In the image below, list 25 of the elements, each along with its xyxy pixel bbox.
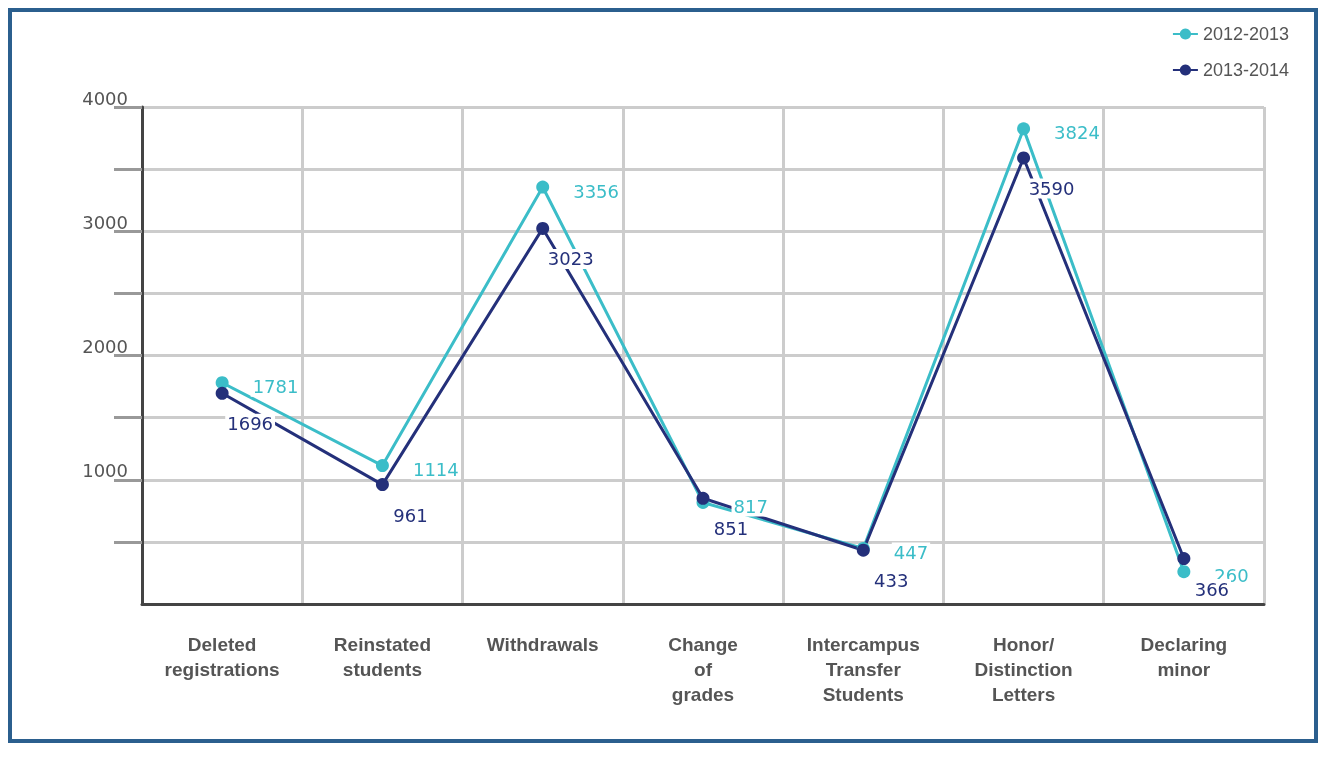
x-tick-label: Change of grades [668,634,738,705]
legend-label: 2013-2014 [1202,60,1290,80]
data-label: 3590 [1028,177,1075,199]
y-tick-label: 1000 [82,460,128,482]
data-label: 1696 [227,413,274,435]
data-label: 433 [874,570,909,592]
data-label: 1114 [412,459,459,481]
x-tick-label: Reinstated students [333,634,431,680]
y-tick-label: 2000 [82,336,128,357]
data-label: 3023 [547,248,594,270]
x-tick-label: Deleted registrations [164,634,280,680]
data-label: 851 [713,518,749,540]
x-tick-label: Honor/ Distinction Letters [974,634,1073,705]
legend-label: 2012-2013 [1202,24,1290,44]
data-label: 3824 [1054,122,1100,144]
y-tick-label: 4000 [82,87,128,109]
y-tick-label: 3000 [82,211,128,233]
data-label: 817 [733,495,768,517]
data-label: 447 [893,541,929,563]
data-label: 3356 [573,180,620,202]
x-tick-label: Declaring minor [1140,634,1228,680]
x-tick-label: Withdrawals [486,634,599,655]
data-label: 1781 [252,376,299,398]
data-label: 961 [393,504,428,526]
x-tick-label: Intercampus Transfer Students [806,634,920,705]
